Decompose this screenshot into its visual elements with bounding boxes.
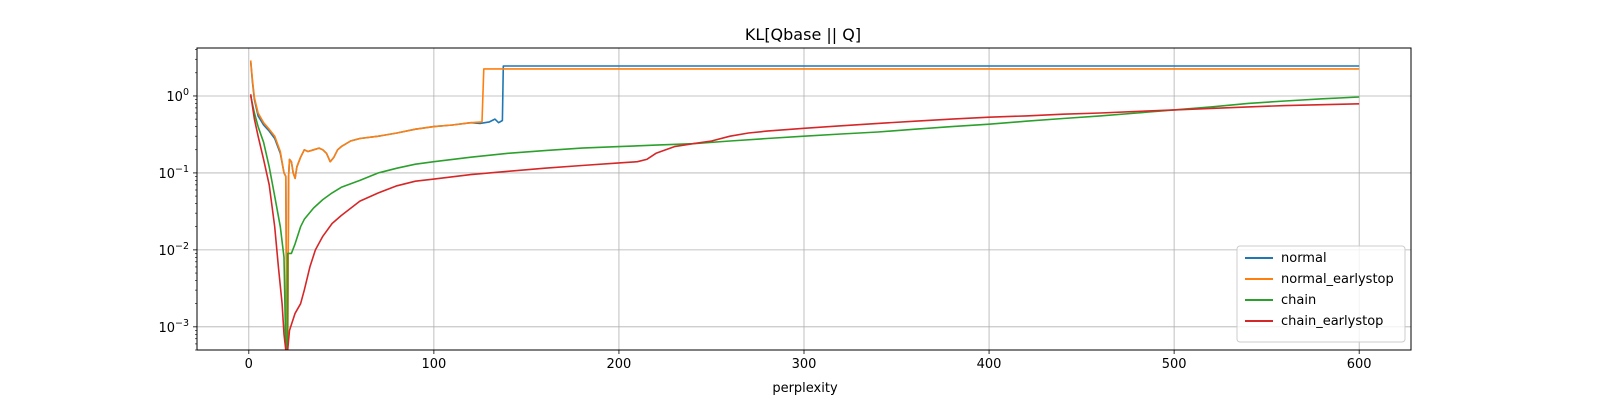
y-tick-label: 10−2 xyxy=(158,241,189,259)
y-tick-label: 10−1 xyxy=(158,164,189,182)
legend-label-normal-earlystop: normal_earlystop xyxy=(1281,272,1394,287)
grid xyxy=(197,48,1411,350)
x-tick-label: 600 xyxy=(1347,357,1372,372)
legend-label-normal: normal xyxy=(1281,251,1327,266)
legend-label-chain: chain xyxy=(1281,293,1316,308)
y-tick-label: 100 xyxy=(166,87,189,105)
x-axis-label: perplexity xyxy=(772,381,838,396)
axis-ticks: 0 100 200 300 400 500 600 10−3 10−2 10−1 100 xyxy=(158,49,1372,372)
x-tick-label: 100 xyxy=(421,357,446,372)
legend-box xyxy=(1236,245,1406,343)
y-tick-label: 10−3 xyxy=(158,318,189,336)
x-tick-label: 0 xyxy=(245,357,253,372)
x-tick-label: 400 xyxy=(977,357,1002,372)
plot-lines xyxy=(249,60,1360,350)
series-line-chain-earlystop xyxy=(249,94,1360,350)
x-tick-label: 300 xyxy=(792,357,817,372)
series-line-normal-earlystop xyxy=(249,60,1360,350)
series-line-chain xyxy=(249,95,1360,350)
legend-label-chain-earlystop: chain_earlystop xyxy=(1281,314,1383,329)
x-tick-label: 500 xyxy=(1162,357,1187,372)
chart-title: KL[Qbase || Q] xyxy=(745,25,861,44)
x-tick-label: 200 xyxy=(607,357,632,372)
